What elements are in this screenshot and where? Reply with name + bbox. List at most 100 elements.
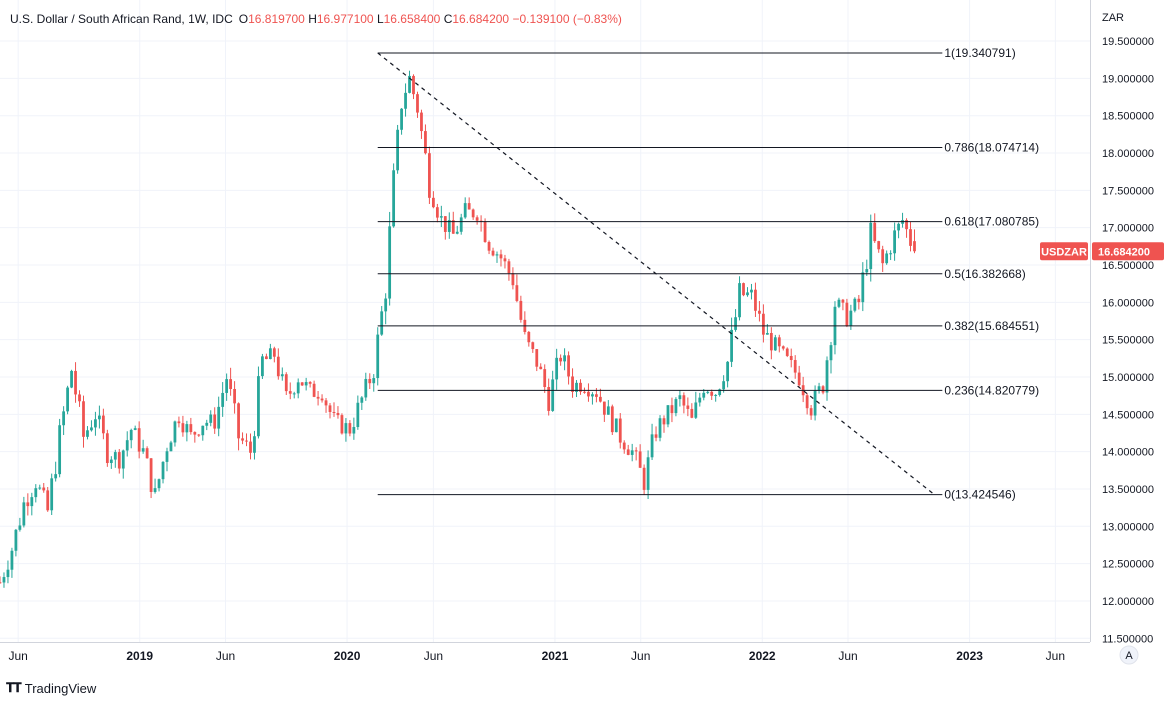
y-tick-label-5: 14.000000: [1102, 447, 1154, 459]
candle-body-52: [205, 422, 209, 426]
candle-body-184: [730, 329, 733, 362]
candle-body-165: [654, 434, 658, 438]
candle-body-87: [344, 423, 348, 434]
candle-body-117: [463, 203, 467, 218]
candle-body-225: [893, 230, 896, 254]
candle-body-10: [38, 487, 42, 489]
y-tick-label-3: 13.000000: [1102, 521, 1154, 533]
candle-body-194: [769, 332, 773, 351]
candle-body-151: [598, 396, 602, 402]
candle-body-69: [272, 348, 276, 357]
candle-body-34: [133, 428, 137, 430]
candle-body-17: [66, 387, 69, 412]
candle-body-8: [30, 497, 34, 507]
candle-body-60: [237, 403, 240, 439]
legend-low-label: L: [376, 12, 384, 26]
candle-body-222: [881, 249, 885, 264]
candle-body-67: [265, 356, 268, 360]
candle-body-79: [312, 383, 316, 397]
candle-body-35: [137, 428, 141, 452]
candle-body-191: [758, 310, 761, 314]
candle-body-130: [515, 285, 519, 301]
candle-body-72: [284, 374, 288, 392]
candle-body-139: [551, 379, 555, 411]
candle-body-163: [646, 457, 650, 490]
candle-body-92: [364, 378, 368, 398]
candle-body-134: [531, 342, 535, 350]
candle-body-114: [451, 220, 455, 234]
candle-body-21: [82, 401, 85, 437]
candle-body-15: [58, 425, 62, 475]
candle-body-142: [563, 355, 566, 362]
legend-close-value: 16.684200: [452, 12, 510, 26]
candle-body-80: [316, 396, 320, 399]
candle-body-197: [781, 346, 785, 349]
y-tick-label-15: 19.000000: [1102, 73, 1154, 85]
candle-body-62: [245, 440, 248, 442]
candle-body-180: [714, 394, 718, 396]
y-tick-label-13: 18.000000: [1102, 148, 1154, 160]
candle-body-195: [773, 337, 777, 351]
candle-body-129: [511, 273, 515, 286]
candle-body-36: [141, 448, 145, 452]
candle-body-77: [304, 382, 308, 386]
candle-body-214: [849, 310, 853, 327]
candle-body-110: [435, 207, 439, 218]
candle-body-55: [217, 406, 221, 429]
candle-body-154: [610, 406, 614, 433]
candle-body-176: [698, 397, 702, 403]
last-price-label: 16.684200: [1098, 246, 1150, 258]
auto-scale-button[interactable]: [1119, 645, 1139, 665]
candle-body-158: [626, 449, 630, 455]
candle-body-217: [861, 272, 865, 303]
candle-body-164: [650, 434, 654, 458]
candle-body-6: [22, 502, 26, 526]
candle-body-113: [447, 220, 451, 232]
legend-low-value: 16.658400: [383, 12, 441, 26]
candle-body-38: [149, 458, 153, 492]
candle-body-159: [630, 450, 634, 455]
candle-body-68: [268, 348, 272, 360]
candle-body-215: [853, 298, 857, 311]
candle-body-28: [109, 459, 113, 464]
x-tick-label-9: 2023: [956, 649, 983, 663]
candle-body-48: [189, 424, 193, 433]
candle-body-192: [762, 313, 765, 335]
candle-body-115: [455, 231, 459, 234]
candle-body-169: [670, 405, 674, 414]
candle-body-207: [821, 386, 825, 393]
candle-body-189: [750, 289, 753, 293]
candle-body-149: [591, 394, 594, 397]
candle-body-33: [129, 429, 133, 441]
candle-body-109: [431, 197, 435, 208]
candle-body-76: [300, 382, 304, 386]
candle-body-23: [90, 427, 93, 431]
candle-body-201: [797, 372, 801, 386]
candle-body-64: [253, 436, 256, 453]
candle-body-66: [261, 356, 264, 377]
auto-scale-label: A: [1125, 650, 1133, 662]
candle-body-208: [825, 360, 829, 393]
candle-body-41: [161, 461, 165, 480]
candle-body-74: [292, 393, 296, 395]
tradingview-logo[interactable]: 𝐓𝐓 TradingView: [6, 680, 96, 696]
candle-body-212: [841, 299, 845, 303]
candle-body-216: [857, 298, 861, 303]
x-tick-label-5: 2021: [542, 649, 569, 663]
candle-body-53: [209, 414, 213, 423]
candle-body-172: [682, 395, 686, 406]
candle-body-42: [165, 451, 169, 462]
candle-body-175: [694, 402, 698, 418]
candle-body-111: [439, 216, 443, 218]
candle-body-30: [117, 452, 121, 469]
candle-body-150: [595, 394, 598, 397]
candle-body-157: [622, 442, 626, 450]
candle-body-12: [46, 490, 50, 511]
candle-body-190: [754, 289, 757, 311]
candle-body-29: [113, 452, 117, 460]
candle-body-51: [201, 425, 205, 436]
currency-label: ZAR: [1102, 12, 1124, 24]
candle-body-82: [324, 400, 328, 406]
candle-body-88: [348, 423, 352, 434]
